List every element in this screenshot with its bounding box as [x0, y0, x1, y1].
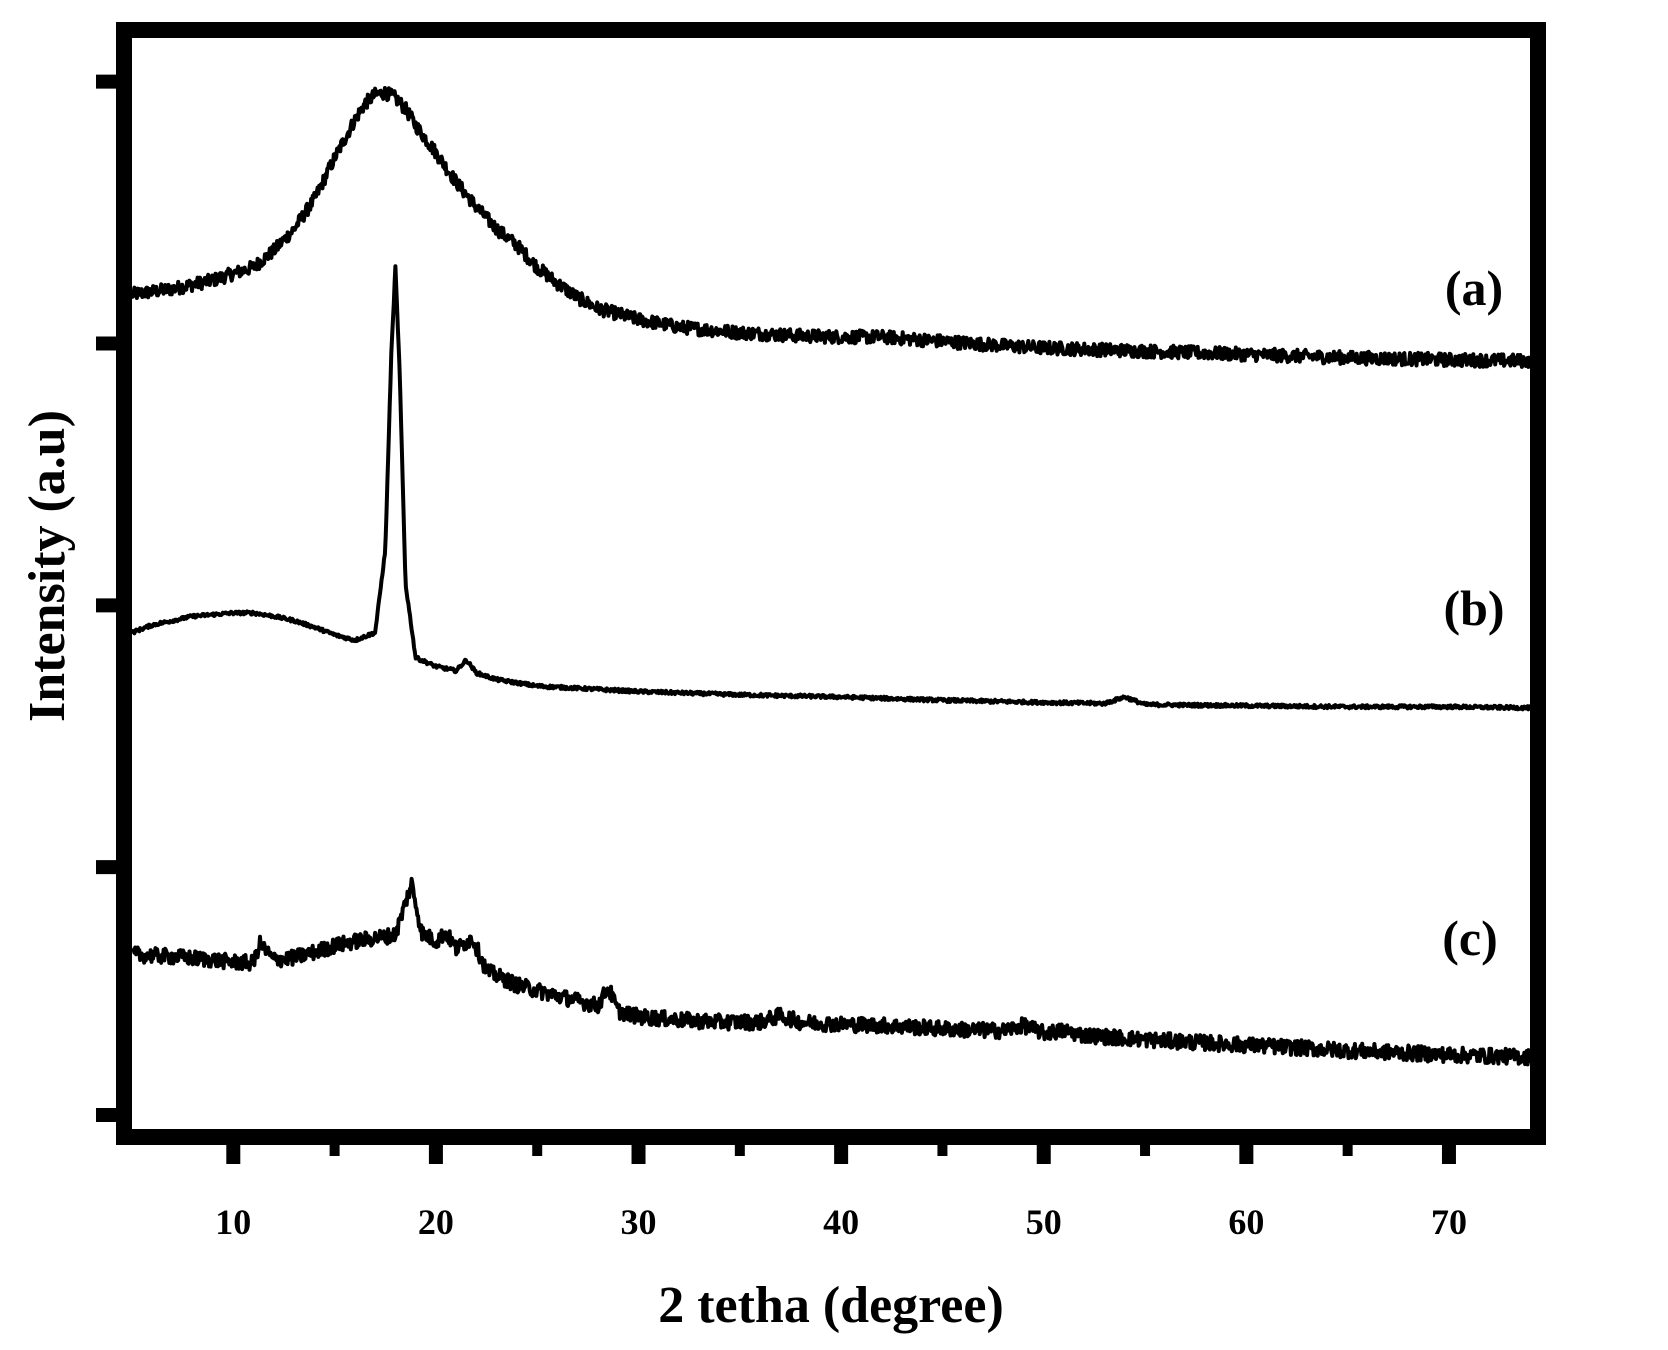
series-line-a	[130, 86, 1532, 369]
series-line-c	[130, 876, 1532, 1067]
plot-frame	[116, 22, 1546, 1145]
x-tick-label: 20	[418, 1202, 454, 1242]
y-axis-ticks	[96, 74, 124, 1122]
series-label-b: (b)	[1443, 580, 1504, 636]
x-tick-label: 40	[823, 1202, 859, 1242]
y-axis-title: Intensity (a.u)	[19, 410, 76, 722]
series-label-a: (a)	[1445, 260, 1503, 316]
x-axis-title: 2 tetha (degree)	[658, 1277, 1004, 1334]
series-layer	[130, 86, 1532, 1067]
x-axis-ticks: 10 20 30 40 50 60 70	[215, 1137, 1467, 1242]
x-tick-label: 30	[621, 1202, 657, 1242]
x-tick-label: 60	[1228, 1202, 1264, 1242]
series-line-b	[130, 264, 1532, 712]
x-tick-label: 50	[1026, 1202, 1062, 1242]
x-tick-label: 70	[1431, 1202, 1467, 1242]
series-label-c: (c)	[1442, 910, 1498, 966]
series-labels: (a) (b) (c)	[1442, 260, 1504, 966]
x-tick-label: 10	[215, 1202, 251, 1242]
